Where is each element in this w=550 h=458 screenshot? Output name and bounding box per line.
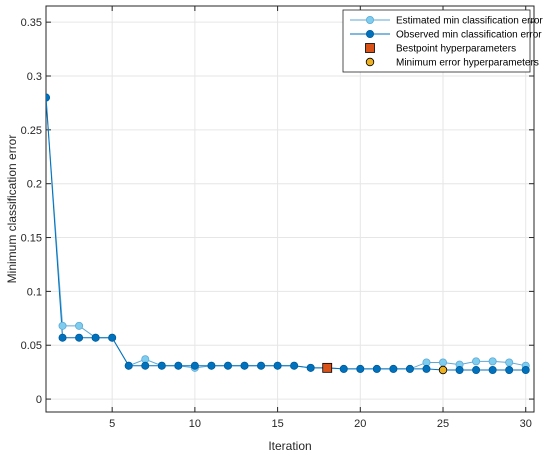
observed-point [75, 333, 84, 342]
observed-point [273, 361, 282, 370]
legend: Estimated min classification error Observ… [342, 9, 543, 73]
observed-point [505, 365, 514, 374]
legend-observed-label: Observed min classification error [396, 30, 542, 41]
observed-point [257, 361, 266, 370]
observed-point [472, 365, 481, 374]
y-axis-title: Minimum classification error [5, 135, 19, 284]
observed-point [46, 93, 50, 102]
legend-bestpoint-label: Bestpoint hyperparameters [396, 44, 516, 55]
x-tick-label: 10 [189, 418, 201, 430]
grid-lines [46, 6, 534, 412]
y-tick-label: 0.05 [21, 340, 42, 352]
y-tick-label: 0.1 [27, 286, 42, 298]
observed-point [389, 364, 398, 373]
observed-point [108, 333, 117, 342]
observed-point [157, 361, 166, 370]
legend-estimated-marker [365, 15, 374, 24]
min-error-marker [438, 365, 448, 375]
observed-point [488, 365, 497, 374]
observed-point [141, 361, 150, 370]
ticks: 5 10 15 20 25 30 0 0.05 0.1 0.15 0.2 0.25 0.3 0.35 [21, 6, 534, 430]
observed-point [174, 361, 183, 370]
observed-point [124, 361, 133, 370]
observed-point [356, 364, 365, 373]
estimated-point [505, 358, 514, 367]
observed-point [223, 361, 232, 370]
plot-area [46, 6, 534, 412]
observed-point [240, 361, 249, 370]
x-axis-title: Iteration [268, 439, 311, 453]
observed-point [405, 364, 414, 373]
x-tick-label: 30 [520, 418, 532, 430]
observed-point [521, 365, 530, 374]
legend-bestpoint-marker [365, 43, 375, 53]
observed-point [372, 364, 381, 373]
legend-observed-marker [365, 29, 374, 38]
x-tick-label: 15 [271, 418, 283, 430]
y-tick-label: 0.25 [21, 125, 42, 137]
observed-point [339, 364, 348, 373]
observed-point [422, 364, 431, 373]
x-tick-label: 20 [354, 418, 366, 430]
estimated-point [488, 357, 497, 366]
axes-box [45, 5, 535, 413]
observed-point [91, 333, 100, 342]
estimated-point [472, 357, 481, 366]
legend-min-error-label: Minimum error hyperparameters [396, 58, 539, 69]
estimated-point [75, 321, 84, 330]
observed-point [190, 361, 199, 370]
x-tick-label: 5 [109, 418, 115, 430]
y-tick-label: 0.2 [27, 179, 42, 191]
estimated-point [58, 321, 67, 330]
y-tick-label: 0.3 [27, 71, 42, 83]
observed-point [306, 363, 315, 372]
estimated-point [439, 358, 448, 367]
observed-point [58, 333, 67, 342]
observed-point [207, 361, 216, 370]
bestpoint-marker [322, 362, 333, 373]
observed-point [455, 365, 464, 374]
y-tick-label: 0 [36, 394, 42, 406]
observed-point [290, 361, 299, 370]
data-layer [46, 93, 530, 375]
legend-min-error-marker [365, 57, 375, 67]
y-tick-label: 0.15 [21, 233, 42, 245]
legend-estimated-label: Estimated min classification error [396, 16, 543, 27]
y-tick-label: 0.35 [21, 17, 42, 29]
x-tick-label: 25 [437, 418, 449, 430]
